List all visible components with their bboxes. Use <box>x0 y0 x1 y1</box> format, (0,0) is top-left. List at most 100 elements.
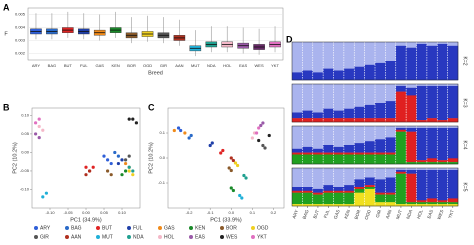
ancestry-segment <box>437 42 448 45</box>
point <box>263 146 267 150</box>
ancestry-segment <box>364 168 376 178</box>
x-tick-label: BUT <box>312 209 320 219</box>
y-tick-label: -0.1 <box>158 180 166 185</box>
x-tick-label: YKT <box>271 63 279 68</box>
point <box>176 126 181 130</box>
ancestry-segment <box>426 198 438 203</box>
ancestry-segment <box>406 173 417 203</box>
ancestry-segment <box>343 68 355 81</box>
y-tick-label: 0.0 <box>159 155 165 160</box>
legend-swatch <box>65 235 69 239</box>
x-tick-label: KEN <box>112 63 120 68</box>
ancestry-segment <box>395 84 407 87</box>
legend-label: GAS <box>164 225 175 231</box>
ancestry-segment <box>426 202 438 205</box>
ancestry-segment <box>302 70 313 81</box>
ancestry-segment <box>312 204 324 207</box>
x-tick-label: 0.2 <box>271 210 277 215</box>
ancestry-segment <box>406 169 417 174</box>
ancestry-segment <box>364 152 376 155</box>
ancestry-segment <box>343 152 355 155</box>
legend-swatch <box>251 226 255 230</box>
ancestry-segment <box>302 126 313 148</box>
ancestry-segment <box>385 168 396 178</box>
point <box>261 143 265 148</box>
x-tick-label: OGD <box>364 208 372 220</box>
ancestry-segment <box>406 95 417 123</box>
legend-label: YKT <box>257 234 267 240</box>
ancestry-segment <box>354 42 365 67</box>
ancestry-segment <box>292 204 303 207</box>
x-tick-label: -0.2 <box>186 210 194 215</box>
y-tick-label: 0.005 <box>15 12 26 17</box>
x-tick-label: 0.0 <box>228 210 234 215</box>
y-tick-label: 0.05 <box>21 131 30 136</box>
structure-panel <box>291 41 459 81</box>
ancestry-segment <box>426 158 438 163</box>
ancestry-segment <box>375 139 386 153</box>
point <box>106 169 110 173</box>
y-tick-label: 0.10 <box>21 112 30 117</box>
ancestry-segment <box>416 43 428 81</box>
ancestry-segment <box>343 154 355 165</box>
x-axis-label: Breed <box>148 70 163 76</box>
ancestry-segment <box>333 168 345 188</box>
point <box>34 121 38 125</box>
y-axis-label: PC2 (10.2%) <box>148 142 154 174</box>
ancestry-segment <box>375 103 386 119</box>
point <box>229 156 233 160</box>
ancestry-segment <box>447 169 459 199</box>
panel-label: C <box>148 102 155 112</box>
ancestry-segment <box>406 162 417 165</box>
ancestry-segment <box>385 101 396 119</box>
ancestry-segment <box>395 173 407 205</box>
legend-swatch <box>96 226 100 230</box>
ancestry-segment <box>437 169 448 201</box>
ancestry-segment <box>292 84 303 113</box>
ancestry-segment <box>395 45 407 81</box>
structure-panel <box>291 167 459 207</box>
legend-label: FUL <box>133 225 143 231</box>
legend-label: NDA <box>133 234 144 240</box>
ancestry-segment <box>406 84 417 88</box>
ancestry-segment <box>385 42 396 62</box>
ancestry-segment <box>395 171 407 174</box>
ancestry-segment <box>385 194 396 203</box>
ancestry-segment <box>406 87 417 96</box>
x-tick-label: AAN <box>175 63 183 68</box>
ancestry-segment <box>375 202 386 207</box>
ancestry-segment <box>343 145 355 153</box>
ancestry-segment <box>375 192 386 195</box>
ancestry-segment <box>312 84 324 113</box>
ancestry-segment <box>354 168 365 180</box>
x-tick-label: HOL <box>416 209 424 220</box>
point <box>233 161 238 165</box>
ancestry-segment <box>447 42 459 46</box>
x-tick-label: -0.1 <box>207 210 215 215</box>
ancestry-segment <box>395 169 407 172</box>
ancestry-segment <box>406 127 417 132</box>
ancestry-segment <box>385 152 396 155</box>
legend-label: ARY <box>40 225 51 231</box>
ancestry-segment <box>437 204 448 207</box>
legend-label: MUT <box>102 234 113 240</box>
ancestry-segment <box>447 118 459 123</box>
ancestry-segment <box>343 168 355 186</box>
point <box>116 154 120 158</box>
point <box>127 154 131 158</box>
point <box>88 169 92 173</box>
ancestry-segment <box>406 126 417 129</box>
k-label: K=3 <box>462 98 468 107</box>
point <box>127 169 131 173</box>
ancestry-segment <box>323 68 334 81</box>
point <box>131 117 135 121</box>
legend-swatch <box>189 226 193 230</box>
ancestry-segment <box>437 202 448 205</box>
ancestry-segment <box>416 162 428 165</box>
ancestry-segment <box>312 118 324 123</box>
point <box>124 158 128 162</box>
ancestry-segment <box>323 126 334 146</box>
ancestry-segment <box>437 160 448 163</box>
ancestry-segment <box>385 118 396 123</box>
